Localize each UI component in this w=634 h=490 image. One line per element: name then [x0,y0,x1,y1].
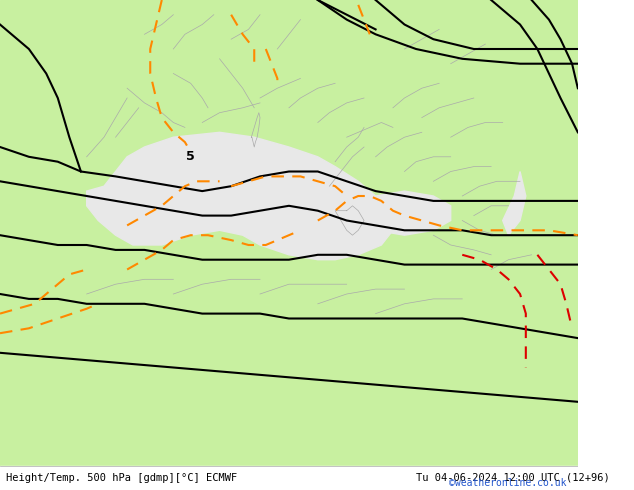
Polygon shape [503,172,526,235]
Polygon shape [358,191,451,235]
Bar [0,466,578,490]
Text: Tu 04-06-2024 12:00 UTC (12+96): Tu 04-06-2024 12:00 UTC (12+96) [416,473,610,483]
Text: ©weatheronline.co.uk: ©weatheronline.co.uk [449,478,566,488]
Polygon shape [87,132,393,260]
Text: 5: 5 [186,150,195,163]
Text: Height/Temp. 500 hPa [gdmp][°C] ECMWF: Height/Temp. 500 hPa [gdmp][°C] ECMWF [6,473,237,483]
